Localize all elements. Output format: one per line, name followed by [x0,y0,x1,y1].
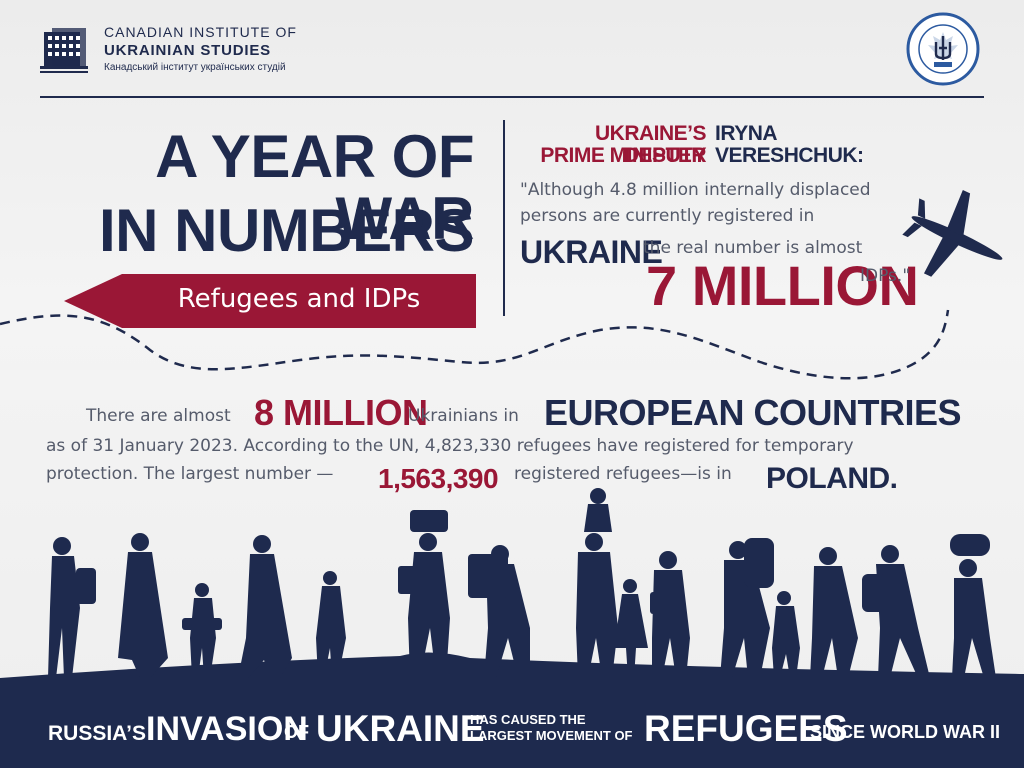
quote-text-line1: "Although 4.8 million internally displac… [520,180,871,200]
institute-name-line2: UKRAINIAN STUDIES [104,42,271,59]
quote-text-line3: the real number is almost [643,238,863,258]
footer-phrase-has-caused: HAS CAUSED THE [470,712,586,727]
flight-path-dashed-line [0,309,950,380]
quote-text-line2: persons are currently registered in [520,206,815,226]
footer-phrase-largest-movement: LARGEST MOVEMENT OF [470,728,633,743]
speaker-role-line2: PRIME MINISTER [540,144,706,167]
footer-phrase-since-wwii: SINCE WORLD WAR II [810,722,1000,742]
body-highlight-poland: POLAND. [766,462,898,495]
speaker-name-line2: VERESHCHUK: [715,144,864,167]
subtitle-arrow-banner [64,274,476,328]
refugee-silhouettes-icon [0,488,1024,702]
airplane-icon [902,189,1003,277]
institute-name-line1: CANADIAN INSTITUTE OF [104,24,297,40]
speaker-name-line1: IRYNA [715,122,778,145]
page-title-line1: A YEAR OF WAR [155,123,474,252]
body-text-p1-start: There are almost [86,406,231,426]
body-highlight-refugee-count: 1,563,390 [378,463,499,494]
page-title-line2: IN NUMBERS [98,197,475,264]
body-highlight-european-countries: EUROPEAN COUNTRIES [544,392,962,433]
body-text-p3-start: protection. The largest number — [46,464,334,484]
body-text-p3-mid: registered refugees—is in [514,464,732,484]
body-highlight-8-million: 8 MILLION [254,392,428,433]
footer-word-ukraine: UKRAINE [316,708,485,749]
quote-highlight-number: 7 MILLION [646,254,919,317]
body-text-p1-mid: Ukrainians in [408,406,519,426]
quote-text-line4: IDPs." [860,266,911,286]
footer-word-invasion: INVASION [146,710,308,748]
speaker-role-line1: UKRAINE’S DEPUTY [594,122,707,167]
vertical-divider [503,120,505,316]
footer-word-refugees: REFUGEES [644,708,848,749]
header-divider [40,96,984,98]
footer-word-russias: RUSSIA’S [48,722,147,745]
institute-building-logo-icon [40,28,88,73]
page-subtitle: Refugees and IDPs [177,284,421,314]
footer-word-of: OF [284,722,309,742]
footer-banner [0,690,1024,768]
quote-highlight-country: UKRAINE [520,234,663,270]
body-text-p2: as of 31 January 2023. According to the … [46,436,854,456]
ucc-trident-seal-icon [906,12,980,86]
institute-name-ukrainian: Канадський інститут українських студій [104,62,286,73]
